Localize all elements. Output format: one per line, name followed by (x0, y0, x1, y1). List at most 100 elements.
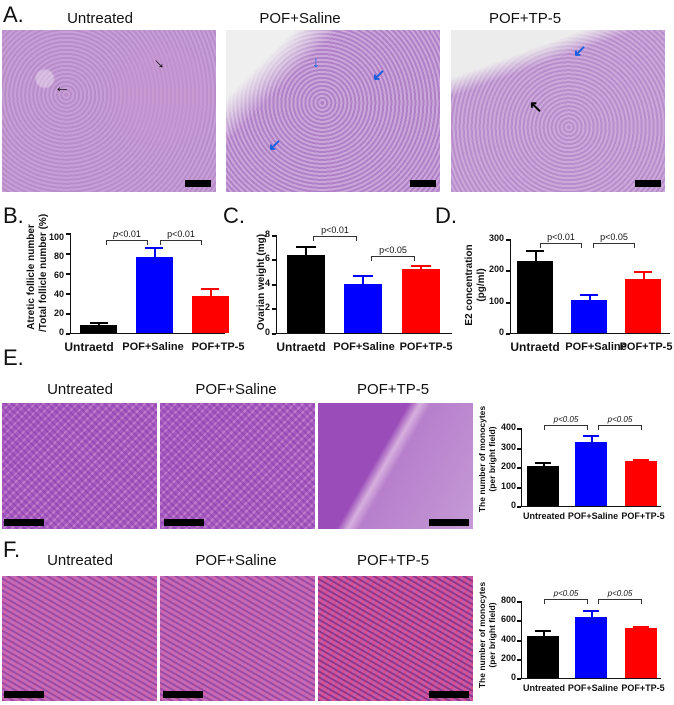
panel-letter-c: C. (223, 203, 245, 228)
x-axis (521, 506, 661, 507)
panel-a-title-saline: POF+Saline (259, 10, 341, 27)
xlabel: Untraetd (510, 340, 560, 354)
xlabel: POF+TP-5 (621, 511, 665, 521)
y-axis (276, 235, 277, 334)
micrograph-e-saline (160, 403, 315, 529)
bar-tp5 (402, 269, 440, 333)
xlabel: Untraetd (276, 340, 326, 354)
bar-tp5 (192, 296, 229, 333)
panel-letter-e: E. (3, 345, 24, 370)
ytick-label: 0 (498, 327, 504, 337)
y-axis (521, 601, 522, 679)
ytick-label: 40 (53, 289, 64, 299)
micrograph-a-untreated: ← → (2, 30, 216, 192)
panel-e-title-saline: POF+Saline (195, 381, 277, 398)
ytick-label: 200 (500, 653, 516, 663)
blue-arrow-icon: ↙ (573, 43, 587, 60)
micrograph-f-tp5 (318, 576, 473, 701)
panel-letter-a: A. (3, 2, 24, 27)
p-value: p<0.05 (553, 589, 579, 598)
p-value: p<0.01 (167, 229, 195, 239)
blue-arrow-icon: ↙ (372, 67, 386, 84)
significance-bracket (544, 599, 588, 604)
chart-f-monocytes: The number of monocytes (per bright fiel… (474, 560, 674, 705)
ytick-label: 800 (500, 595, 516, 605)
panel-e-title-tp5: POF+TP-5 (356, 381, 430, 398)
p-value: p<0.01 (547, 232, 575, 242)
scale-bar (163, 691, 203, 698)
chart-e-monocytes: The number of monocytes (per bright fiel… (474, 380, 674, 530)
ytick-label: 200 (488, 264, 504, 274)
ytick-label: 300 (488, 233, 504, 243)
panel-a-title-tp5: POF+TP-5 (488, 10, 562, 27)
panel-letter-f: F. (3, 537, 21, 562)
blue-arrow-icon: ↓ (312, 54, 320, 71)
arrow-icon: ↖ (529, 99, 543, 116)
significance-bracket (371, 256, 415, 261)
xlabel: POF+Saline (567, 683, 619, 693)
micrograph-a-saline: ↓ ↙ ↙ (226, 30, 440, 192)
ytick-label: 20 (53, 308, 64, 318)
y-axis (510, 239, 511, 334)
ytick-label: 600 (500, 614, 516, 624)
xlabel: POF+TP-5 (191, 341, 245, 353)
ytick-label: 2 (264, 302, 270, 312)
panel-f-title-untreated: Untreated (47, 552, 113, 569)
xlabel: POF+Saline (333, 341, 395, 353)
chart-e-ylabel: The number of monocytes (per bright fiel… (477, 405, 497, 513)
xlabel: POF+Saline (567, 511, 619, 521)
ytick-label: 4 (264, 278, 270, 288)
significance-bracket (160, 240, 202, 245)
ytick-label: 0 (510, 672, 516, 682)
significance-bracket (540, 243, 582, 248)
ytick-label: 0 (510, 500, 516, 510)
ytick-label: 200 (500, 461, 516, 471)
micrograph-e-untreated (2, 403, 157, 529)
scale-bar (4, 691, 44, 698)
ytick-label: 0 (264, 327, 270, 337)
x-axis (276, 333, 452, 334)
ytick-label: 300 (500, 442, 516, 452)
p-value: p<0.05 (600, 232, 628, 242)
chart-c-ovarian-weight: Ovarian weight (mg) 0 2 4 6 8 p<0.01 p<0… (220, 200, 452, 360)
chart-d-ylabel: E2 concentration (pg/ml) (464, 244, 487, 326)
significance-bracket (313, 236, 357, 241)
bar-tp5 (625, 628, 657, 678)
ytick-label: 100 (48, 232, 64, 242)
p-value: p<0.01 (113, 229, 141, 239)
bar-tp5 (625, 279, 661, 333)
micrograph-e-tp5 (318, 403, 473, 529)
panel-f-title-saline: POF+Saline (195, 552, 277, 569)
ytick-label: 100 (500, 481, 516, 491)
xlabel: POF+Saline (565, 341, 627, 353)
panel-a-title-untreated: Untreated (67, 10, 133, 27)
bar-saline (571, 300, 607, 333)
ytick-label: 60 (53, 270, 64, 280)
scale-bar (164, 519, 204, 526)
xlabel: Untreated (522, 511, 565, 521)
p-value: p<0.05 (553, 415, 579, 424)
panel-letter-d: D. (435, 203, 457, 228)
y-axis (521, 428, 522, 507)
xlabel: POF+TP-5 (399, 341, 453, 353)
ytick-label: 100 (488, 296, 504, 306)
significance-bracket (544, 425, 588, 430)
p-value: p<0.01 (321, 225, 349, 235)
ytick-label: 0 (58, 327, 64, 337)
scale-bar (635, 180, 661, 187)
bar-untreated (527, 636, 559, 678)
x-axis (521, 678, 661, 679)
xlabel: POF+Saline (122, 341, 184, 353)
scale-bar (429, 519, 469, 526)
panel-e-title-untreated: Untreated (47, 381, 113, 398)
bar-tp5 (625, 461, 657, 506)
scale-bar (410, 180, 436, 187)
ytick-label: 400 (500, 634, 516, 644)
significance-bracket (598, 425, 642, 430)
scale-bar (185, 180, 211, 187)
xlabel: POF+TP-5 (621, 683, 665, 693)
micrograph-a-tp5: ↙ ↖ (451, 30, 665, 192)
bar-untreated (287, 255, 325, 333)
scale-bar (4, 519, 44, 526)
bar-saline (136, 257, 173, 333)
